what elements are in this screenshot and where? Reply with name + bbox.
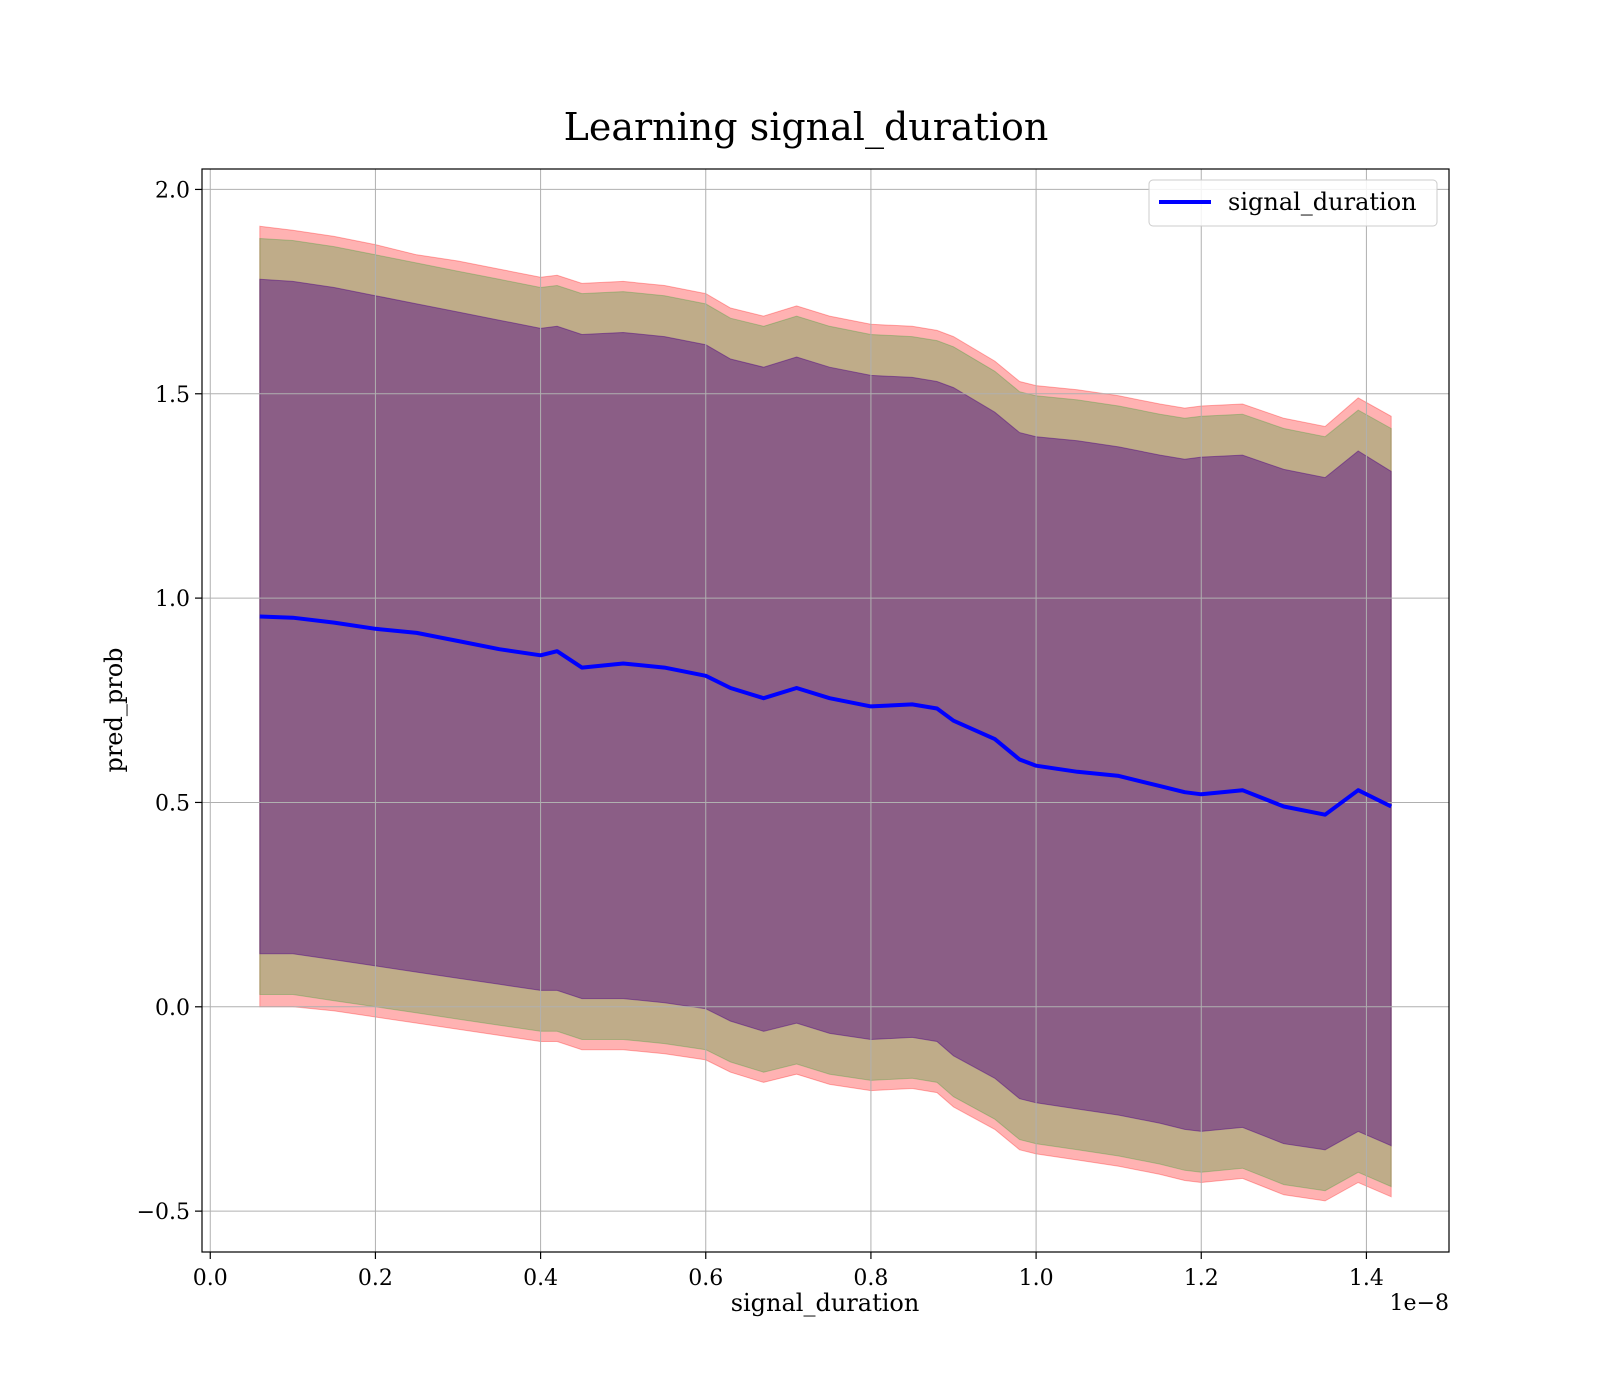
x-tick-label-1: 0.2 <box>358 1266 393 1291</box>
series-lines <box>259 614 1393 817</box>
confidence-band-3 <box>259 278 1392 1151</box>
y-tick-label-2: 0.5 <box>155 791 190 816</box>
x-tick-label-5: 1.0 <box>1019 1266 1054 1291</box>
confidence-bands <box>259 225 1392 1202</box>
x-tick-label-2: 0.4 <box>523 1266 558 1291</box>
confidence-band-1 <box>259 225 1392 1202</box>
x-tick-label-0: 0.0 <box>193 1266 228 1291</box>
x-axis-title: signal_duration <box>731 1289 920 1317</box>
x-tick-label-4: 0.8 <box>853 1266 888 1291</box>
legend-label: signal_duration <box>1228 188 1417 216</box>
chart-title: Learning signal_duration <box>564 105 1049 150</box>
y-tick-label-1: 0.0 <box>155 996 190 1021</box>
y-tick-label-0: −0.5 <box>137 1200 190 1225</box>
y-tick-label-4: 1.5 <box>155 383 190 408</box>
y-tick-label-5: 2.0 <box>155 178 190 203</box>
x-tick-label-7: 1.4 <box>1349 1266 1384 1291</box>
y-axis-title: pred_prob <box>100 647 128 772</box>
x-tick-label-3: 0.6 <box>688 1266 723 1291</box>
y-axis-ticks: −0.5 0.0 0.5 1.0 1.5 2.0 <box>137 178 202 1225</box>
series-line-1 <box>259 614 1393 817</box>
x-axis-ticks: 0.0 0.2 0.4 0.6 0.8 1.0 1.2 1.4 <box>193 1252 1384 1291</box>
x-axis-offset-label: 1e−8 <box>1390 1291 1449 1316</box>
plot-frame <box>201 168 1450 1253</box>
legend: signal_duration <box>1148 179 1438 227</box>
y-tick-label-3: 1.0 <box>155 587 190 612</box>
x-tick-label-6: 1.2 <box>1184 1266 1219 1291</box>
legend-box <box>1148 179 1438 227</box>
confidence-band-2 <box>259 237 1392 1192</box>
